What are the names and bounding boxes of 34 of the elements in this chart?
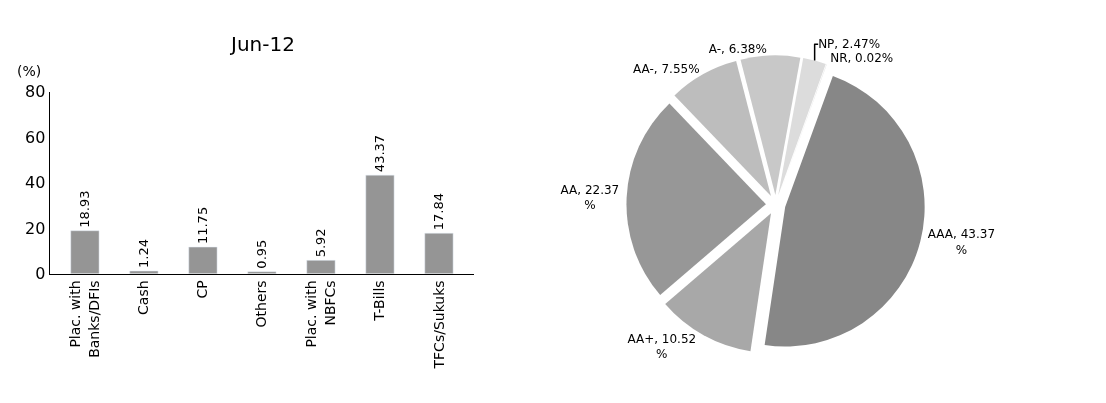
bar [365, 174, 395, 274]
slice-label: AA+, 10.52 % [627, 331, 697, 362]
bar [306, 260, 336, 274]
y-axis-title: (%) [17, 63, 42, 79]
data-label: 5.92 [313, 228, 329, 258]
y-tick-label: 60 [24, 127, 46, 147]
x-tick-label: Cash [135, 280, 152, 315]
slice-label: AA-, 7.55% [633, 61, 700, 76]
x-tick-label: TFCs/Sukuks [430, 280, 447, 370]
data-label: 17.84 [431, 192, 447, 231]
data-label: 43.37 [372, 134, 388, 173]
bar [188, 246, 218, 274]
data-label: 0.95 [254, 239, 270, 269]
y-tick-label: 40 [24, 173, 46, 193]
y-tick-label: 0 [35, 264, 46, 284]
x-tick-label: Plac. with NBFCs [303, 280, 338, 348]
data-label: 1.24 [136, 239, 152, 268]
slice-label: NP, 2.47% [818, 37, 881, 52]
slice-label: A-, 6.38% [708, 41, 767, 56]
slice-label: AA, 22.37 % [560, 182, 620, 213]
y-tick-label: 80 [24, 82, 46, 102]
slice-label: NR, 0.02% [830, 51, 894, 66]
x-tick-label: Others [253, 280, 270, 328]
data-label: 18.93 [77, 190, 93, 228]
x-tick-label: Plac. with Banks/DFIs [67, 280, 102, 358]
chart-title: Jun-12 [229, 32, 295, 56]
bar [129, 270, 159, 274]
x-tick-label: T-Bills [371, 280, 388, 322]
data-label: 11.75 [195, 206, 211, 245]
bar [70, 230, 100, 274]
x-tick-label: CP [194, 280, 211, 299]
y-tick-label: 20 [24, 218, 46, 238]
slice-label: AAA, 43.37 % [927, 227, 996, 258]
bar [424, 232, 454, 274]
